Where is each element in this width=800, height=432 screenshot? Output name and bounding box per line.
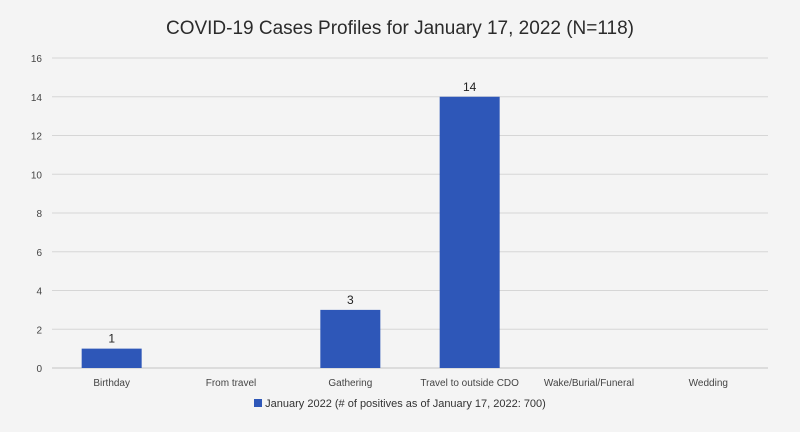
bar (320, 309, 381, 368)
y-tick-label: 0 (36, 364, 42, 375)
legend-swatch (254, 399, 263, 407)
category-label: Wake/Burial/Funeral (544, 378, 634, 389)
y-tick-label: 12 (31, 132, 43, 143)
bar (439, 96, 500, 368)
chart-legend: January 2022 (# of positives as of Janua… (0, 398, 800, 410)
y-tick-label: 4 (36, 287, 42, 298)
y-tick-label: 14 (31, 93, 43, 104)
y-tick-label: 6 (36, 248, 42, 259)
data-label: 14 (463, 80, 477, 94)
y-tick-label: 8 (36, 209, 42, 220)
bar (81, 348, 142, 368)
y-tick-label: 10 (31, 170, 43, 181)
data-label: 3 (347, 293, 354, 307)
legend-label: January 2022 (# of positives as of Janua… (265, 398, 546, 410)
y-tick-label: 16 (31, 54, 43, 65)
chart-title: COVID-19 Cases Profiles for January 17, … (165, 18, 634, 39)
y-tick-label: 2 (36, 325, 42, 336)
category-label: Travel to outside CDO (420, 378, 519, 389)
data-label: 1 (108, 332, 115, 346)
category-label: From travel (206, 378, 257, 389)
category-label: Gathering (328, 378, 372, 389)
category-label: Wedding (689, 378, 728, 389)
category-label: Birthday (93, 378, 130, 389)
